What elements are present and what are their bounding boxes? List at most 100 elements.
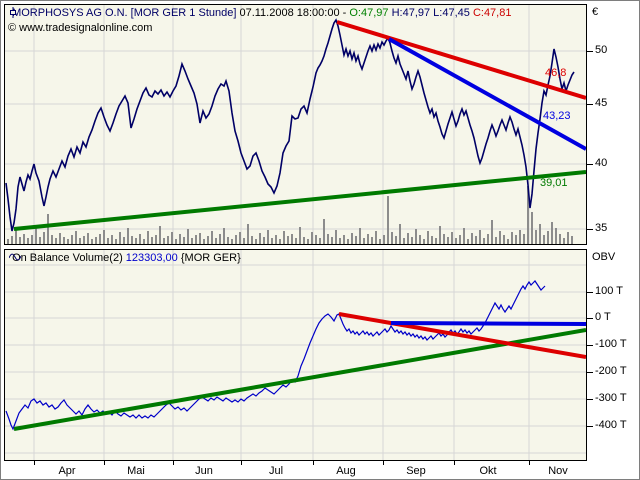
obv-chart-panel[interactable]: On Balance Volume(2) 123303,00 {MOR GER}	[4, 249, 587, 461]
price-series-line[interactable]	[5, 18, 575, 232]
trendline-obv-support[interactable]	[13, 328, 586, 431]
volume-bar	[235, 235, 237, 244]
volume-bar	[51, 235, 53, 244]
volume-bar	[71, 235, 73, 244]
y-axis-tick-mark	[587, 229, 593, 230]
volume-bar	[399, 224, 401, 244]
volume-bar	[327, 234, 329, 244]
volume-bar	[239, 232, 241, 244]
volume-bar	[507, 239, 509, 244]
volume-bar	[223, 228, 225, 244]
close-value: C:47,81	[472, 7, 512, 19]
y-axis-tick-mark	[587, 164, 593, 165]
x-axis-month-label: Jul	[268, 465, 284, 477]
volume-bar	[291, 234, 293, 244]
volume-bar	[123, 237, 125, 244]
volume-bar	[499, 231, 501, 244]
x-axis-tick-mark	[454, 461, 455, 465]
volume-bar	[467, 239, 469, 244]
volume-bar	[515, 235, 517, 244]
x-axis-month-label: Apr	[58, 465, 76, 477]
volume-bar	[115, 239, 117, 244]
volume-bar	[151, 237, 153, 244]
x-axis-month-label: Jun	[195, 465, 213, 477]
volume-bar	[199, 233, 201, 244]
volume-bar	[287, 236, 289, 244]
volume-bar	[491, 220, 493, 244]
trendline-value-label: 39,01	[540, 177, 568, 189]
trendline-support[interactable]	[13, 170, 586, 231]
y-axis-tick-label: -200 T	[595, 365, 627, 377]
volume-bar	[475, 236, 477, 244]
volume-bar	[375, 231, 377, 244]
volume-bar	[135, 238, 137, 244]
volume-bar	[191, 238, 193, 244]
volume-bar	[527, 186, 529, 244]
volume-bar	[171, 232, 173, 244]
volume-bar	[107, 238, 109, 244]
volume-bar	[283, 231, 285, 244]
volume-bar	[35, 228, 37, 244]
volume-bar	[383, 235, 385, 244]
volume-bar	[295, 238, 297, 244]
volume-bar	[323, 219, 325, 244]
volume-bar	[567, 232, 569, 244]
y-axis-tick-mark	[587, 318, 593, 319]
volume-bar	[203, 239, 205, 244]
volume-bar	[247, 224, 249, 244]
volume-bar	[455, 238, 457, 244]
volume-bar	[391, 232, 393, 244]
volume-bar	[479, 230, 481, 244]
x-axis-tick-mark	[529, 461, 530, 465]
volume-bar	[23, 234, 25, 244]
y-axis-tick-label: 40	[595, 157, 608, 169]
y-axis-tick-mark	[587, 51, 593, 52]
volume-bar	[259, 233, 261, 244]
obv-header: On Balance Volume(2) 123303,00 {MOR GER}	[9, 252, 241, 264]
y-axis-tick-label: -400 T	[595, 419, 627, 431]
volume-bar	[99, 234, 101, 244]
volume-bar	[347, 239, 349, 244]
volume-bar	[367, 234, 369, 244]
volume-bar	[551, 222, 553, 244]
price-chart-panel[interactable]: MORPHOSYS AG O.N. [MOR GER 1 Stunde] 07.…	[4, 4, 587, 245]
x-axis-month-label: Sep	[406, 465, 426, 477]
volume-bar	[43, 232, 45, 244]
volume-bar	[451, 232, 453, 244]
volume-bar	[55, 238, 57, 244]
volume-bar	[155, 235, 157, 244]
trendline-obv-resistance[interactable]	[338, 312, 586, 359]
price-header: MORPHOSYS AG O.N. [MOR GER 1 Stunde] 07.…	[9, 7, 511, 19]
y-axis-tick-label: 35	[595, 222, 608, 234]
x-axis-tick-mark	[241, 461, 242, 465]
volume-bar	[27, 238, 29, 244]
volume-bar	[535, 230, 537, 244]
volume-bar	[7, 239, 9, 244]
x-axis-tick-mark	[34, 461, 35, 465]
volume-bar	[79, 238, 81, 244]
volume-bar	[447, 237, 449, 244]
volume-bar	[47, 214, 49, 244]
obv-axis-unit: OBV	[592, 251, 616, 263]
volume-bar	[439, 226, 441, 244]
y-axis-tick-label: -100 T	[595, 338, 627, 350]
obv-series-line[interactable]	[5, 280, 546, 431]
volume-bar	[211, 231, 213, 244]
indicator-value: 123303,00	[125, 252, 178, 264]
volume-bar	[427, 231, 429, 244]
volume-bar	[543, 235, 545, 244]
volume-bar	[207, 236, 209, 244]
volume-bar	[15, 230, 17, 244]
trendline-resistance-lower[interactable]	[388, 37, 586, 151]
volume-bar	[315, 235, 317, 244]
volume-bar	[219, 234, 221, 244]
volume-bar	[299, 227, 301, 244]
volume-bar	[371, 237, 373, 244]
trendline-obv-horizontal[interactable]	[390, 321, 586, 326]
x-axis-tick-mark	[173, 461, 174, 465]
volume-bar	[251, 236, 253, 244]
volume-bar	[563, 238, 565, 244]
y-axis-tick-mark	[587, 292, 593, 293]
volume-bar	[263, 237, 265, 244]
trendline-resistance-upper[interactable]	[336, 20, 586, 100]
